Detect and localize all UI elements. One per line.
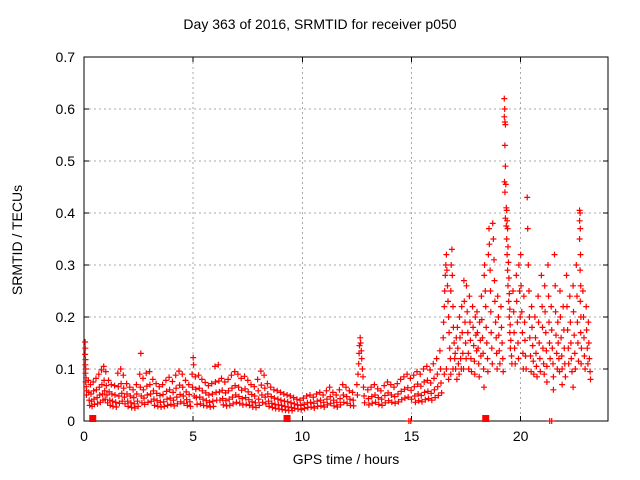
y-tick-label: 0.5 [56, 153, 76, 169]
plot-border [83, 56, 609, 422]
zero-square-marker [89, 415, 97, 422]
x-axis-label: GPS time / hours [292, 451, 400, 467]
y-tick-label: 0.7 [56, 49, 76, 65]
x-tick-label: 20 [513, 428, 529, 444]
x-tick-label: 15 [404, 428, 420, 444]
axis-ticks [83, 56, 608, 422]
data-points [82, 95, 594, 424]
zero-square-markers [89, 415, 490, 422]
x-tick-label: 5 [189, 428, 197, 444]
y-tick-label: 0.2 [56, 309, 76, 325]
x-tick-labels: 0 5 10 15 20 [80, 428, 529, 444]
chart-title: Day 363 of 2016, SRMTID for receiver p05… [183, 16, 457, 32]
y-tick-label: 0.3 [56, 257, 76, 273]
y-tick-label: 0 [67, 413, 75, 429]
zero-square-marker [283, 415, 291, 422]
grid-lines [84, 57, 608, 421]
zero-square-marker [482, 415, 490, 422]
x-tick-label: 0 [80, 428, 88, 444]
y-axis-label-text: SRMTID / TECUs [9, 184, 26, 296]
x-tick-label: 10 [295, 428, 311, 444]
y-tick-label: 0.6 [56, 101, 76, 117]
y-axis-label: SRMTID / TECUs [0, 0, 34, 480]
y-tick-label: 0.1 [56, 361, 76, 377]
y-tick-labels: 0 0.1 0.2 0.3 0.4 0.5 0.6 0.7 [56, 49, 76, 429]
y-tick-label: 0.4 [56, 205, 76, 221]
